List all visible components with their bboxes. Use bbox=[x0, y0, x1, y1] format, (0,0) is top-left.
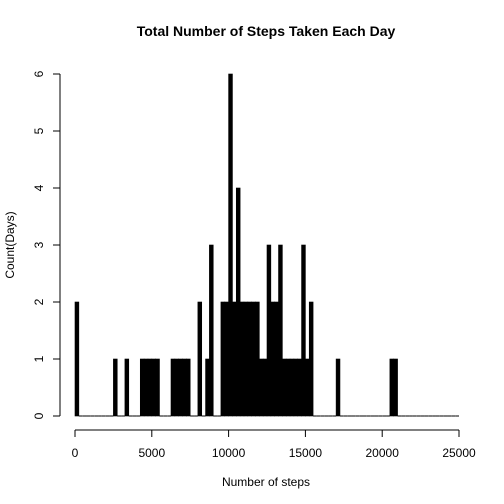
histogram-bar-83 bbox=[393, 358, 398, 417]
histogram-bar-57 bbox=[293, 358, 299, 417]
histogram-bar-51 bbox=[270, 301, 275, 417]
histogram-bar-42 bbox=[235, 187, 241, 417]
chart-title: Total Number of Steps Taken Each Day bbox=[137, 23, 396, 39]
y-tick-label: 2 bbox=[32, 298, 46, 305]
histogram-bar-45 bbox=[247, 301, 252, 417]
histogram-bar-46 bbox=[251, 301, 256, 417]
histogram-bar-48 bbox=[259, 358, 264, 417]
histogram-bar-13 bbox=[124, 358, 130, 417]
histogram-bar-58 bbox=[297, 358, 302, 417]
x-tick-label: 5000 bbox=[138, 446, 165, 460]
histogram-bar-18 bbox=[143, 358, 149, 417]
x-axis-label: Number of steps bbox=[222, 475, 310, 489]
histogram-bar-54 bbox=[282, 358, 287, 417]
y-axis: 0 1 2 3 4 5 6 bbox=[32, 70, 61, 419]
histogram-bar-52 bbox=[274, 301, 279, 417]
y-tick-label: 4 bbox=[32, 184, 46, 191]
histogram-bar-82 bbox=[389, 358, 395, 417]
histogram-bar-55 bbox=[285, 358, 291, 417]
y-tick-label: 6 bbox=[32, 70, 46, 77]
y-tick-label: 3 bbox=[32, 241, 46, 248]
histogram-bar-56 bbox=[289, 358, 295, 417]
histogram-bar-44 bbox=[243, 301, 249, 417]
x-tick-label: 0 bbox=[72, 446, 79, 460]
histogram-bar-19 bbox=[147, 358, 153, 417]
y-tick-label: 0 bbox=[32, 412, 46, 419]
histogram-bar-40 bbox=[228, 73, 233, 417]
histogram-bar-47 bbox=[255, 301, 260, 417]
y-tick-label: 5 bbox=[32, 127, 46, 134]
histogram-bar-27 bbox=[178, 358, 183, 417]
histogram-bar-0 bbox=[74, 301, 80, 417]
histogram-bar-17 bbox=[139, 358, 145, 417]
x-tick-label: 10000 bbox=[212, 446, 246, 460]
x-tick-label: 25000 bbox=[442, 446, 476, 460]
histogram-bar-32 bbox=[197, 301, 203, 417]
histogram-bar-34 bbox=[205, 358, 210, 417]
histogram-bar-43 bbox=[239, 301, 245, 417]
histogram-bar-41 bbox=[232, 301, 237, 417]
histogram-bar-10 bbox=[113, 358, 118, 417]
histogram-bar-35 bbox=[209, 244, 214, 417]
y-tick-label: 1 bbox=[32, 355, 46, 362]
histogram-bar-20 bbox=[151, 358, 156, 417]
histogram-bar-38 bbox=[220, 301, 226, 417]
bars-group bbox=[74, 73, 459, 417]
histogram-bar-50 bbox=[266, 244, 272, 417]
histogram-bar-26 bbox=[174, 358, 179, 417]
histogram-bar-68 bbox=[335, 358, 341, 417]
histogram-bar-25 bbox=[170, 358, 176, 417]
histogram-bar-49 bbox=[262, 358, 268, 417]
x-tick-label: 20000 bbox=[366, 446, 400, 460]
histogram-bar-21 bbox=[155, 358, 160, 417]
histogram-bar-60 bbox=[305, 358, 310, 417]
histogram-bar-61 bbox=[308, 301, 314, 417]
x-axis: 0 5000 10000 15000 20000 25000 bbox=[72, 429, 476, 460]
histogram-bar-28 bbox=[182, 358, 187, 417]
y-axis-label: Count(Days) bbox=[3, 211, 17, 278]
histogram-bar-39 bbox=[224, 301, 229, 417]
histogram-bar-59 bbox=[301, 244, 306, 417]
histogram-bar-29 bbox=[186, 358, 191, 417]
histogram-bar-53 bbox=[278, 244, 283, 417]
x-tick-label: 15000 bbox=[289, 446, 323, 460]
